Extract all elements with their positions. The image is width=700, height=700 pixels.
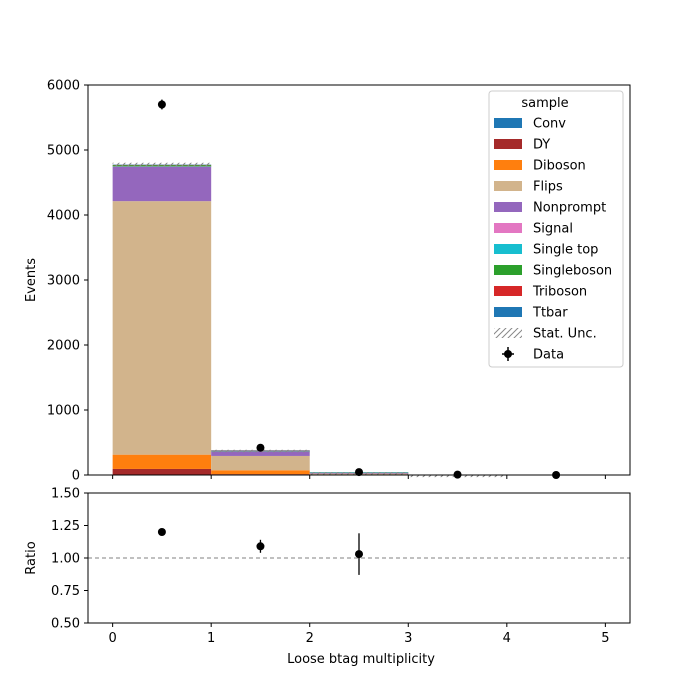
main-ytick-label-0: 0: [72, 469, 80, 484]
legend-label-conv: Conv: [533, 117, 566, 132]
ratio-ytick-label-0: 0.50: [51, 617, 80, 632]
main-ytick-label-2: 2000: [47, 339, 80, 354]
bar-diboson-bin-1: [211, 470, 310, 475]
bar-dy-bin-0: [112, 468, 212, 475]
data-point-2: [355, 468, 363, 477]
legend-swatch-singleboson: [494, 265, 522, 275]
ratio-point-0: [157, 528, 166, 536]
data-point-1: [256, 443, 265, 452]
ratio-ytick-label-4: 1.50: [51, 487, 80, 502]
legend-swatch-conv: [494, 118, 522, 128]
ratio-y-axis-label: Ratio: [24, 541, 39, 574]
ratio-plot-panel: 0.50 0.75 1.00 1.25 1.50 0 1 2 3 4 5 Loose btag mul…: [24, 487, 631, 667]
legend-label-nonprompt: Nonprompt: [533, 201, 606, 216]
ratio-point-2: [355, 550, 363, 559]
ratio-xtick-label-4: 4: [503, 631, 511, 646]
main-plot-panel: 0 1000 2000 3000 4000 5000 6000 Events: [24, 79, 631, 484]
legend-label-dy: DY: [533, 138, 550, 153]
legend-box: [488, 90, 624, 368]
ratio-ytick-label-2: 1.00: [51, 552, 80, 567]
legend-label-single-top: Single top: [533, 243, 598, 258]
ratio-xtick-label-5: 5: [601, 631, 609, 646]
legend-swatch-signal: [494, 223, 522, 233]
ratio-xtick-label-2: 2: [306, 631, 314, 646]
bar-nonprompt-bin-1: [211, 451, 310, 456]
bar-flips-bin-1: [211, 455, 310, 471]
legend-label-singleboson: Singleboson: [533, 264, 612, 279]
legend: sample Conv DY Diboson Flips Nonprompt Signal S…: [488, 90, 624, 368]
ratio-xtick-label-3: 3: [404, 631, 412, 646]
legend-title: sample: [521, 96, 568, 111]
legend-swatch-stat-unc: [494, 328, 522, 338]
main-ytick-label-4: 4000: [47, 209, 80, 224]
legend-swatch-ttbar: [494, 307, 522, 317]
ratio-xtick-label-0: 0: [108, 631, 116, 646]
bar-nonprompt-bin-0: [112, 166, 212, 202]
legend-label-triboson: Triboson: [532, 285, 587, 300]
legend-swatch-diboson: [494, 160, 522, 170]
main-y-axis-label: Events: [24, 258, 39, 302]
legend-swatch-data: [504, 350, 512, 358]
legend-swatch-single-top: [494, 244, 522, 254]
legend-label-stat-unc: Stat. Unc.: [533, 327, 597, 342]
ratio-ytick-label-3: 1.25: [51, 519, 80, 534]
legend-swatch-flips: [494, 181, 522, 191]
ratio-ytick-label-1: 0.75: [51, 584, 80, 599]
bar-flips-bin-0: [112, 201, 212, 455]
legend-swatch-triboson: [494, 286, 522, 296]
ratio-xtick-label-1: 1: [207, 631, 215, 646]
bar-diboson-bin-0: [112, 454, 212, 469]
main-ytick-label-1: 1000: [47, 404, 80, 419]
legend-label-ttbar: Ttbar: [532, 306, 568, 321]
x-axis-label: Loose btag multiplicity: [287, 652, 435, 667]
legend-swatch-dy: [494, 139, 522, 149]
stat-unc-band-bin-0: [112, 162, 212, 167]
ratio-point-1: [256, 542, 265, 551]
main-ytick-label-6: 6000: [47, 79, 80, 94]
main-ytick-label-5: 5000: [47, 144, 80, 159]
main-ytick-label-3: 3000: [47, 274, 80, 289]
legend-label-diboson: Diboson: [533, 159, 586, 174]
legend-label-data: Data: [533, 348, 564, 363]
legend-swatch-nonprompt: [494, 202, 522, 212]
data-point-0: [157, 100, 166, 109]
legend-label-signal: Signal: [533, 222, 573, 237]
legend-label-flips: Flips: [533, 180, 563, 195]
